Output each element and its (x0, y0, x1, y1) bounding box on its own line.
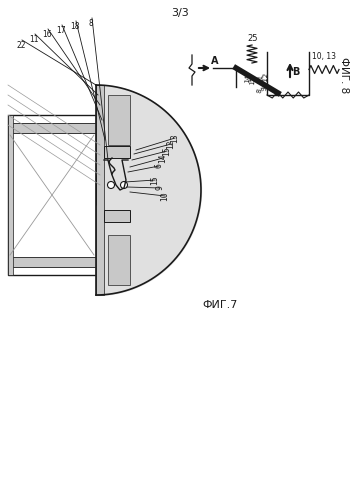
Text: 18: 18 (70, 22, 80, 31)
Text: 9, 12: 9, 12 (262, 73, 270, 91)
Text: ФИГ.7: ФИГ.7 (202, 300, 238, 310)
Text: 25: 25 (248, 34, 258, 43)
Bar (8, 257, 96, 267)
Text: 16: 16 (42, 30, 52, 39)
Bar (104, 146, 130, 158)
Text: 14: 14 (158, 153, 167, 163)
Bar (108, 235, 130, 285)
Text: 13: 13 (171, 133, 180, 143)
Bar (8, 115, 13, 275)
Text: 6: 6 (154, 164, 163, 168)
Circle shape (108, 182, 114, 188)
Text: 22: 22 (16, 41, 26, 50)
Text: 15: 15 (162, 146, 171, 156)
Text: 10: 10 (161, 191, 170, 201)
Text: 9: 9 (156, 186, 165, 190)
Text: B: B (292, 67, 300, 77)
Text: 8, 11: 8, 11 (257, 75, 265, 93)
Circle shape (121, 182, 127, 188)
Bar (8, 115, 96, 275)
Text: 11: 11 (29, 35, 39, 44)
Text: 8: 8 (89, 19, 93, 28)
Text: 14: 14 (244, 74, 251, 82)
Text: 15: 15 (150, 175, 159, 185)
Bar (96, 85, 104, 295)
Text: ФИГ. 8: ФИГ. 8 (339, 57, 349, 93)
Bar (8, 123, 96, 133)
Text: 15: 15 (249, 76, 256, 84)
Bar (104, 210, 130, 222)
Text: 3/3: 3/3 (171, 8, 189, 18)
Text: 17: 17 (56, 26, 66, 35)
Bar (108, 95, 130, 145)
Text: A: A (211, 56, 219, 66)
Text: 10, 13: 10, 13 (312, 52, 336, 62)
Text: 12: 12 (166, 139, 176, 149)
